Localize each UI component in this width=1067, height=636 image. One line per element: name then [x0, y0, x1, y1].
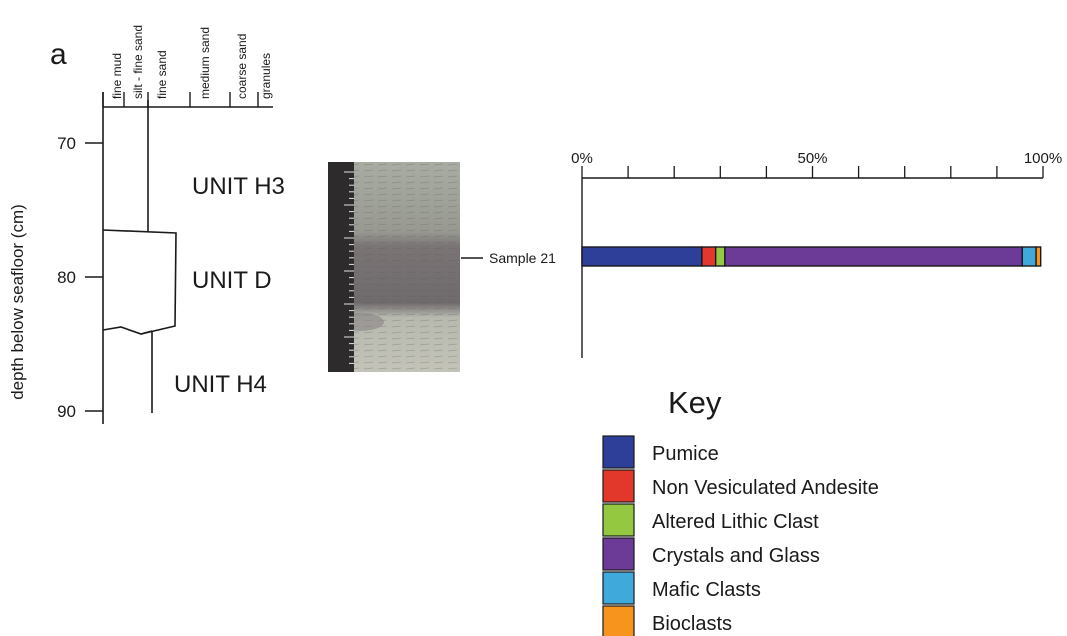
key-swatch — [602, 571, 635, 605]
key-label: Mafic Clasts — [652, 579, 761, 601]
bar-segment-altered-lithic-clast — [714, 246, 726, 267]
core-photo — [328, 162, 460, 372]
x-tick-label: 100% — [1024, 150, 1062, 167]
bar-segment-mafic-clasts — [1021, 246, 1037, 267]
grain-medium-sand: medium sand — [198, 27, 212, 99]
depth-axis — [85, 92, 104, 424]
x-tick-label: 50% — [797, 150, 827, 167]
key-swatch — [602, 469, 635, 503]
composition-chart: 0% 50% 100% — [571, 150, 1062, 358]
panel-label: a — [50, 38, 67, 71]
grain-granules: granules — [259, 53, 273, 99]
bar-segment-bioclasts — [1035, 246, 1042, 267]
depth-axis-label: depth below seafloor (cm) — [8, 204, 27, 400]
grain-size-scale — [102, 92, 273, 108]
depth-tick-80: 80 — [57, 268, 76, 287]
key-label: Altered Lithic Clast — [652, 511, 819, 533]
sample-label: Sample 21 — [489, 250, 556, 266]
bar-segment-non-vesiculated-andesite — [701, 246, 717, 267]
key-label: Pumice — [652, 443, 719, 465]
key-swatch — [602, 503, 635, 537]
depth-tick-70: 70 — [57, 134, 76, 153]
key-label: Bioclasts — [652, 613, 732, 635]
grain-coarse-sand: coarse sand — [235, 34, 249, 99]
grain-fine-sand: fine sand — [155, 50, 169, 99]
bar-segment-pumice — [581, 246, 703, 267]
key-swatch — [602, 435, 635, 469]
key-swatch — [602, 605, 635, 636]
unit-h3-label: UNIT H3 — [192, 173, 285, 200]
key-swatch — [602, 537, 635, 571]
key-label: Non Vesiculated Andesite — [652, 477, 879, 499]
grain-fine-mud: fine mud — [110, 53, 124, 99]
stratigraphic-log — [102, 100, 177, 413]
key-title: Key — [668, 385, 722, 420]
unit-h4-label: UNIT H4 — [174, 371, 267, 398]
key-label: Crystals and Glass — [652, 545, 820, 567]
bar-segment-crystals-and-glass — [724, 246, 1023, 267]
depth-tick-90: 90 — [57, 402, 76, 421]
core-ruler — [344, 171, 354, 364]
unit-d-label: UNIT D — [192, 267, 272, 294]
grain-silt-fine-sand: silt - fine sand — [131, 25, 145, 99]
x-tick-label: 0% — [571, 150, 593, 167]
